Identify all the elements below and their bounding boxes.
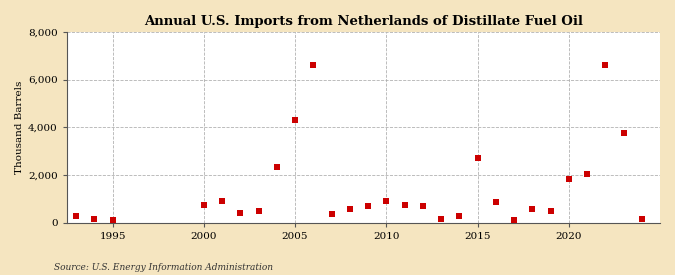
Point	[235, 211, 246, 215]
Y-axis label: Thousand Barrels: Thousand Barrels	[15, 81, 24, 174]
Point	[89, 217, 100, 221]
Point	[362, 204, 373, 208]
Point	[417, 204, 428, 208]
Point	[253, 209, 264, 213]
Point	[344, 207, 355, 211]
Point	[290, 118, 300, 122]
Point	[381, 199, 392, 204]
Point	[454, 214, 464, 218]
Point	[600, 63, 611, 68]
Point	[582, 172, 593, 176]
Point	[107, 218, 118, 222]
Text: Source: U.S. Energy Information Administration: Source: U.S. Energy Information Administ…	[54, 263, 273, 272]
Title: Annual U.S. Imports from Netherlands of Distillate Fuel Oil: Annual U.S. Imports from Netherlands of …	[144, 15, 583, 28]
Point	[198, 203, 209, 208]
Point	[490, 200, 501, 205]
Point	[271, 164, 282, 169]
Point	[71, 214, 82, 218]
Point	[399, 203, 410, 208]
Point	[527, 207, 538, 211]
Point	[472, 156, 483, 161]
Point	[545, 209, 556, 213]
Point	[637, 216, 647, 221]
Point	[435, 217, 446, 221]
Point	[308, 63, 319, 68]
Point	[509, 218, 520, 222]
Point	[564, 176, 574, 181]
Point	[618, 130, 629, 135]
Point	[217, 199, 227, 204]
Point	[326, 211, 337, 216]
